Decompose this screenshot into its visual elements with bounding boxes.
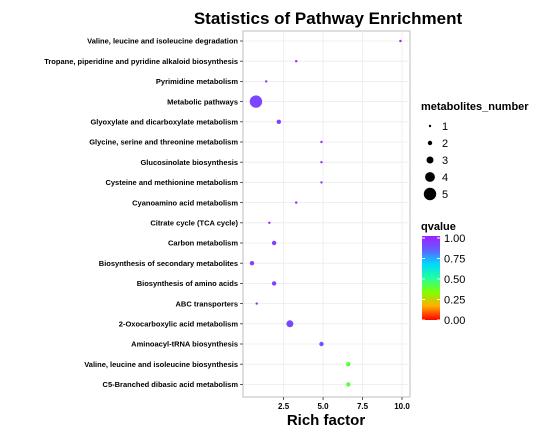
size-legend-label: 2 xyxy=(442,138,448,150)
y-tick-label: Glucosinolate biosynthesis xyxy=(140,158,238,167)
data-point xyxy=(271,281,277,286)
y-tick-label: Carbon metabolism xyxy=(168,239,238,248)
size-legend-title: metabolites_number xyxy=(421,101,529,113)
size-legend-dot xyxy=(427,140,433,146)
x-tick-label: 7.5 xyxy=(357,402,369,411)
color-legend-title: qvalue xyxy=(421,221,456,233)
size-legend-dot xyxy=(428,124,432,128)
y-tick-label: Pyrimidine metabolism xyxy=(156,77,238,86)
data-point xyxy=(346,382,351,387)
data-point xyxy=(249,261,255,266)
data-point xyxy=(249,95,263,108)
y-tick-label: Valine, leucine and isoleucine biosynthe… xyxy=(84,360,238,369)
color-legend-label: 0.50 xyxy=(444,274,465,286)
data-point xyxy=(320,140,323,144)
data-point xyxy=(255,302,258,305)
y-axis: Valine, leucine and isoleucine degradati… xyxy=(44,37,243,389)
x-axis: 2.5 5.0 7.5 10.0 xyxy=(278,397,410,411)
size-legend-dot xyxy=(426,156,434,164)
data-point xyxy=(320,181,323,184)
data-point xyxy=(286,320,294,328)
data-point xyxy=(346,362,351,367)
x-tick-label: 10.0 xyxy=(394,402,410,411)
size-legend: metabolites_number 1 2 3 4 5 xyxy=(421,101,529,201)
y-tick-label: Metabolic pathways xyxy=(167,97,238,106)
size-legend-label: 5 xyxy=(442,189,448,201)
data-point xyxy=(319,341,324,347)
size-legend-label: 4 xyxy=(442,172,448,184)
color-legend-label: 0.25 xyxy=(444,295,465,307)
y-tick-label: Biosynthesis of secondary metabolites xyxy=(99,259,238,268)
data-point xyxy=(271,240,277,246)
y-tick-label: Aminoacyl-tRNA biosynthesis xyxy=(131,340,238,349)
grid xyxy=(243,31,410,397)
data-point xyxy=(320,161,323,164)
y-tick-label: Citrate cycle (TCA cycle) xyxy=(150,219,238,228)
size-legend-dot xyxy=(425,172,435,182)
x-tick-label: 5.0 xyxy=(317,402,329,411)
color-legend-label: 0.75 xyxy=(444,254,465,266)
qvalue-colorbar xyxy=(422,236,440,320)
size-legend-label: 1 xyxy=(442,121,448,133)
data-point xyxy=(295,201,298,204)
plot-panel xyxy=(242,30,411,398)
data-point xyxy=(268,221,271,224)
data-point xyxy=(276,119,282,125)
y-tick-label: Cysteine and methionine metabolism xyxy=(105,178,238,187)
size-legend-dot xyxy=(423,187,437,201)
data-points xyxy=(249,39,402,387)
x-tick-label: 2.5 xyxy=(278,402,290,411)
y-tick-label: 2-Oxocarboxylic acid metabolism xyxy=(119,320,239,329)
data-point xyxy=(399,39,402,43)
y-tick-label: Glycine, serine and threonine metabolism xyxy=(89,138,238,147)
y-tick-label: C5-Branched dibasic acid metabolism xyxy=(103,380,239,389)
y-tick-label: Tropane, piperidine and pyridine alkaloi… xyxy=(44,57,238,66)
size-legend-label: 3 xyxy=(442,155,448,167)
data-point xyxy=(295,60,298,63)
color-legend: qvalue 1.00 0.75 0.50 0.25 0.00 xyxy=(421,221,465,327)
y-tick-label: Glyoxylate and dicarboxylate metabolism xyxy=(90,118,238,127)
y-tick-label: Cyanoamino acid metabolism xyxy=(132,198,238,207)
chart-title: Statistics of Pathway Enrichment xyxy=(194,9,463,28)
data-point xyxy=(265,80,268,83)
x-axis-label: Rich factor xyxy=(287,412,366,429)
color-legend-label: 1.00 xyxy=(444,233,465,245)
color-legend-label: 0.00 xyxy=(444,315,465,327)
y-tick-label: Valine, leucine and isoleucine degradati… xyxy=(87,37,238,46)
y-tick-label: ABC transporters xyxy=(175,299,238,308)
y-tick-label: Biosynthesis of amino acids xyxy=(137,279,238,288)
